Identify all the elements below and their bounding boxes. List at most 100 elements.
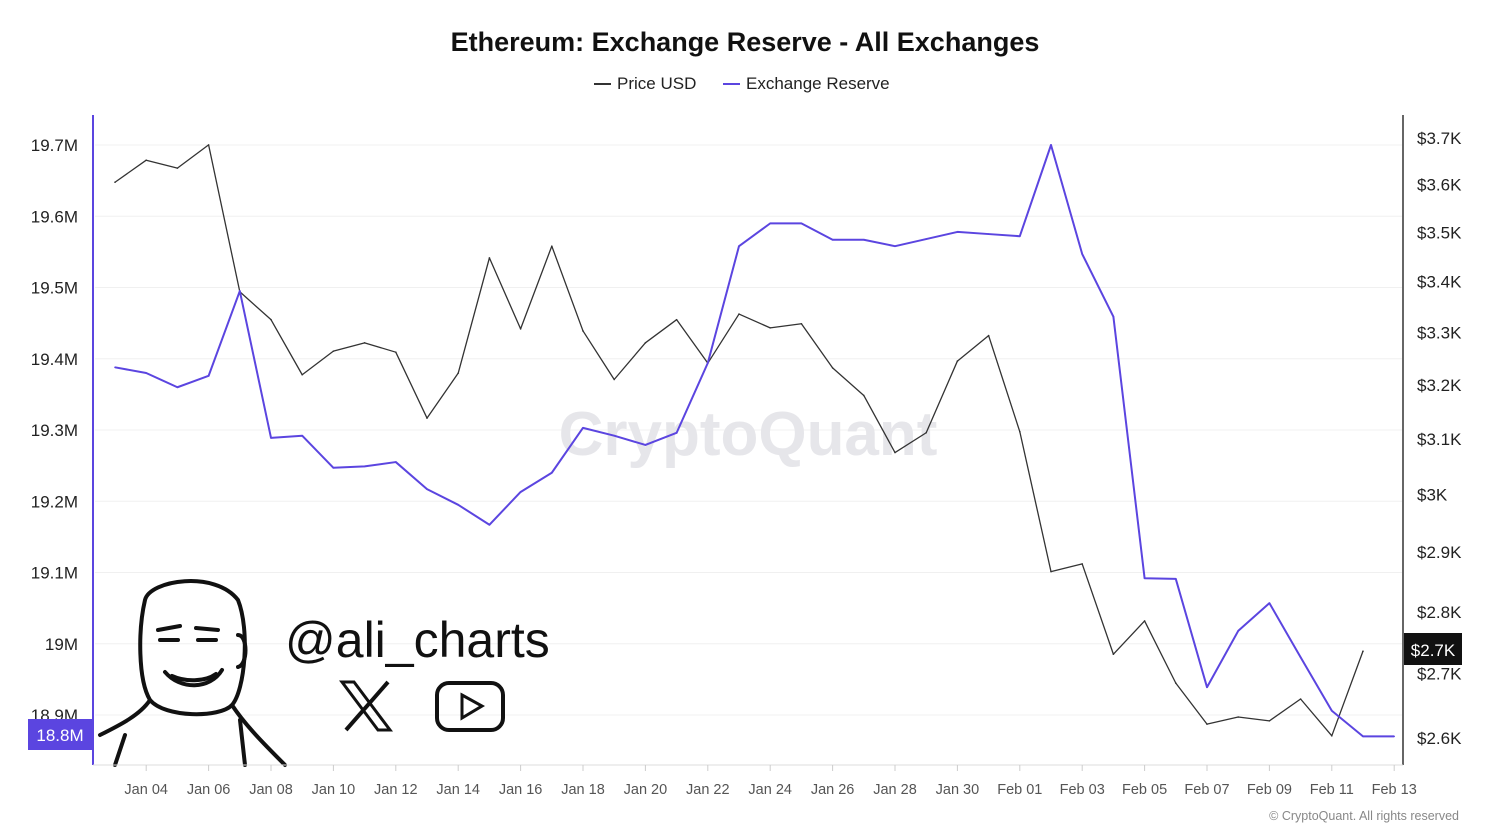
data-point-price [457,372,460,374]
x-axis-ticks: Jan 04 Jan 06 Jan 08 Jan 10 Jan 12 Jan 14 Jan … [124,765,1417,798]
branding: @ali_charts [98,579,550,767]
x-tick-label: Feb 07 [1184,782,1229,798]
data-point-reserve [270,437,272,439]
youtube-icon [435,681,505,732]
left-tick-label: 19.2M [31,492,78,511]
left-tick-label: 19.6M [31,207,78,226]
data-point-price [301,373,304,376]
data-point-price [426,417,428,419]
right-tick-label: $3.7K [1417,129,1462,148]
data-point-reserve [301,434,304,437]
left-axis-ticks: 19.7M19.6M19.5M19.4M19.3M19.2M19.1M19M18… [31,136,78,725]
data-point-reserve [987,233,990,235]
data-point-reserve [675,432,678,434]
data-point-reserve [1050,144,1052,146]
data-point-price [145,159,147,161]
data-point-reserve [1393,735,1395,738]
left-current-badge: 18.8M [28,719,92,750]
brand-handle: @ali_charts [285,612,550,668]
data-point-price [176,167,179,169]
data-point-reserve [114,366,116,369]
data-point-reserve [1237,630,1239,632]
x-tick-label: Jan 06 [187,782,231,798]
data-point-price [551,245,553,247]
x-tick-label: Feb 05 [1122,782,1167,798]
right-tick-label: $3.3K [1417,323,1462,342]
avatar-sketch [98,579,287,767]
data-point-reserve [457,504,460,506]
data-point-reserve [1175,578,1177,580]
left-tick-label: 19.1M [31,564,78,583]
x-tick-label: Jan 08 [249,782,293,798]
data-point-reserve [925,238,927,240]
left-current-value: 18.8M [36,726,83,745]
x-tick-label: Jan 16 [499,782,543,798]
data-point-price [114,181,116,184]
x-tick-label: Jan 20 [624,782,668,798]
data-point-price [738,313,740,315]
data-point-reserve [1331,709,1333,712]
data-point-reserve [1362,735,1364,738]
axes [92,115,1404,766]
data-point-price [1081,563,1083,565]
data-point-price [894,451,896,454]
x-tick-label: Jan 12 [374,782,418,798]
data-point-price [1050,570,1052,573]
right-tick-label: $2.9K [1417,543,1462,562]
data-point-reserve [145,372,147,374]
data-point-price [1331,735,1333,737]
data-point-reserve [644,444,647,446]
right-tick-label: $2.6K [1417,729,1462,748]
data-point-price [925,431,927,434]
data-point-price [675,318,678,321]
right-tick-label: $3.4K [1417,273,1462,292]
data-point-reserve [956,231,959,233]
data-point-reserve [1081,253,1083,255]
left-tick-label: 19.3M [31,421,78,440]
x-tick-label: Jan 28 [873,782,917,798]
data-point-reserve [707,362,709,364]
data-point-price [613,378,615,381]
right-axis-ticks: $3.7K $3.6K $3.5K $3.4K $3.3K $3.2K $3.1K $3K $2… [1417,129,1462,748]
data-point-reserve [863,238,865,241]
right-tick-label: $3.5K [1417,223,1462,242]
data-point-price [1299,698,1302,700]
data-point-reserve [207,375,210,377]
data-point-price [987,334,990,337]
data-point-reserve [582,427,584,429]
data-point-reserve [1143,577,1146,579]
data-point-price [800,322,803,325]
data-point-price [488,257,491,259]
footer-copyright: © CryptoQuant. All rights reserved [1269,809,1459,823]
data-point-price [769,327,771,329]
data-point-reserve [1206,686,1208,689]
data-point-reserve [426,488,428,490]
data-point-price [1362,650,1364,652]
data-point-price [395,351,397,353]
data-point-price [956,360,959,362]
x-tick-label: Jan 22 [686,782,730,798]
data-point-reserve [800,222,803,225]
data-point-reserve [831,238,834,241]
right-tick-label: $3.1K [1417,430,1462,449]
right-tick-label: $3.6K [1417,176,1462,195]
x-tick-label: Jan 30 [936,782,980,798]
data-point-price [1019,430,1021,433]
data-point-reserve [613,434,615,437]
data-point-reserve [239,290,241,292]
data-point-reserve [1268,602,1271,604]
x-tick-label: Jan 04 [124,782,168,798]
data-point-reserve [363,465,366,468]
x-tick-label: Feb 11 [1310,782,1354,798]
data-point-price [1112,653,1115,656]
data-point-reserve [1019,235,1021,237]
data-point-price [363,342,366,344]
legend: Price USD Exchange Reserve [594,74,890,93]
legend-label-price: Price USD [617,74,696,93]
right-current-value: $2.7K [1411,641,1456,660]
grid [95,144,1402,716]
left-tick-label: 19.4M [31,350,78,369]
right-tick-label: $3K [1417,486,1448,505]
x-tick-label: Jan 24 [748,782,792,798]
